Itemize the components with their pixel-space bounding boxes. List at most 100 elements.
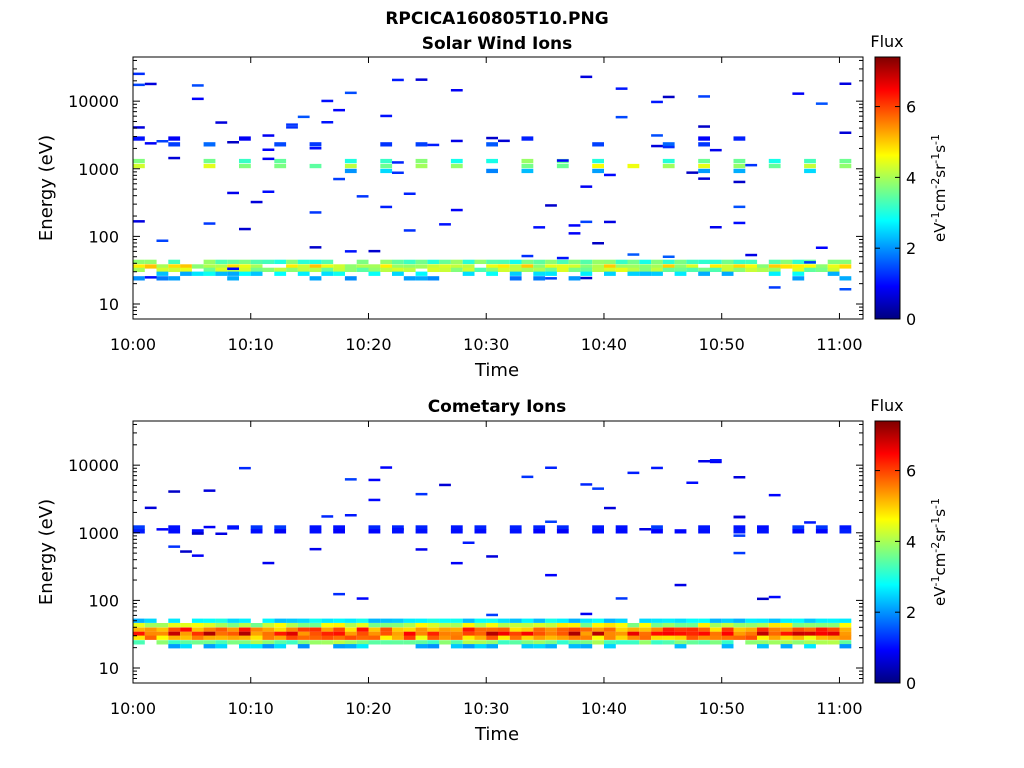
spectrogram-cell xyxy=(262,259,275,264)
spectrogram-cell xyxy=(521,254,534,258)
spectrogram-cell xyxy=(686,618,699,623)
spectrogram-cell xyxy=(180,271,192,276)
spectrogram-cell xyxy=(168,529,181,534)
spectrogram-cell xyxy=(203,627,216,632)
spectrogram-cell xyxy=(509,264,522,269)
spectrogram-cell xyxy=(344,627,357,632)
spectrogram-cell xyxy=(333,627,345,632)
spectrogram-cell xyxy=(674,631,687,636)
spectrogram-cell xyxy=(203,489,216,492)
spectrogram-cell xyxy=(356,264,369,269)
spectrogram-cell xyxy=(533,627,546,632)
spectrogram-cell xyxy=(474,644,487,649)
spectrogram-cell xyxy=(580,640,593,645)
spectrogram-cell xyxy=(133,623,145,628)
spectrogram-cell xyxy=(662,255,675,258)
spectrogram-cell xyxy=(133,276,145,281)
spectrogram-cell xyxy=(509,640,522,645)
spectrogram-cell xyxy=(804,163,816,169)
spectrogram-cell xyxy=(686,264,699,269)
spectrogram-cell xyxy=(533,640,546,645)
spectrogram-cell xyxy=(709,627,722,632)
spectrogram-cell xyxy=(168,264,181,269)
spectrogram-cell xyxy=(415,492,428,496)
spectrogram-cell xyxy=(450,627,463,632)
spectrogram-cell xyxy=(333,635,345,640)
spectrogram-cell xyxy=(698,529,710,534)
spectrogram-cell xyxy=(709,640,722,645)
spectrogram-cell xyxy=(239,635,251,640)
spectrogram-cell xyxy=(757,597,769,601)
spectrogram-cell xyxy=(450,264,463,269)
spectrogram-cell xyxy=(333,618,345,623)
spectrogram-cell xyxy=(815,529,828,534)
spectrogram-cell xyxy=(662,631,675,636)
axes: 10:00 10:10 10:20 10:30 10:40 10:50 11:00 10 100… xyxy=(68,57,863,354)
spectrogram-cell xyxy=(191,627,204,632)
spectrogram-cell xyxy=(651,631,663,636)
spectrogram-cell xyxy=(662,145,675,149)
spectrogram-cell xyxy=(768,640,781,645)
spectrogram-cell xyxy=(215,635,228,640)
spectrogram-cell xyxy=(250,627,263,632)
spectrogram-cell xyxy=(415,548,428,551)
spectrogram-cell xyxy=(297,635,310,640)
spectrogram-cell xyxy=(168,136,181,141)
spectrogram-cell xyxy=(262,134,275,137)
spectrogram-cell xyxy=(815,635,828,640)
spectrogram-cell xyxy=(415,271,428,276)
spectrogram-cell xyxy=(592,623,604,628)
spectrogram-cell xyxy=(580,264,593,269)
spectrogram-cell xyxy=(415,635,428,640)
spectrogram-cell xyxy=(780,640,793,645)
spectrogram-cell xyxy=(309,276,322,281)
spectrogram-cell xyxy=(274,635,287,640)
spectrogram-cell xyxy=(227,618,239,623)
spectrogram-cell xyxy=(827,635,840,640)
spectrogram-cell xyxy=(309,525,322,530)
spectrogram-cell xyxy=(203,163,216,169)
spectrogram-cell xyxy=(709,267,722,272)
spectrogram-cell xyxy=(545,271,557,276)
spectrogram-cell xyxy=(804,168,816,174)
colorbar-tick-label: 2 xyxy=(906,239,916,258)
spectrogram-cell xyxy=(415,276,428,281)
spectrogram-cell xyxy=(486,555,498,558)
spectrogram-cell xyxy=(403,623,416,628)
spectrogram-cell xyxy=(521,267,534,272)
spectrogram-cell xyxy=(556,163,569,169)
spectrogram-cell xyxy=(144,276,157,279)
spectrogram-cell xyxy=(286,618,298,623)
spectrogram-cell xyxy=(168,525,181,530)
spectrogram-cell xyxy=(698,627,710,632)
spectrogram-cell xyxy=(250,529,263,534)
spectrogram-cell xyxy=(521,623,534,628)
spectrogram-cell xyxy=(321,267,334,272)
spectrogram-cell xyxy=(733,136,746,141)
spectrogram-cell xyxy=(262,148,275,151)
spectrogram-cell xyxy=(686,631,699,636)
spectrogram-cell xyxy=(827,627,840,632)
y-axis-label: Energy (eV) xyxy=(36,499,57,605)
spectrogram-cell xyxy=(733,259,746,264)
spectrogram-cell xyxy=(344,168,357,174)
spectrogram-cell xyxy=(403,618,416,623)
spectrogram-cell xyxy=(733,168,746,174)
spectrogram-cell xyxy=(698,271,710,276)
spectrogram-cell xyxy=(604,267,616,272)
spectrogram-cell xyxy=(239,259,251,264)
spectrogram-cell xyxy=(568,618,581,623)
spectrogram-cell xyxy=(839,264,852,269)
spectrogram-cell xyxy=(839,640,852,645)
spectrogram-cell xyxy=(839,131,852,134)
spectrogram-cell xyxy=(439,223,451,226)
spectrogram-cell xyxy=(392,529,404,534)
spectrogram-cell xyxy=(733,158,746,164)
spectrogram-cell xyxy=(286,264,298,269)
y-tick-label: 10 xyxy=(99,659,119,678)
spectrogram-cell xyxy=(733,635,746,640)
spectrogram-cell xyxy=(627,264,640,269)
spectrogram-cell xyxy=(780,635,793,640)
spectrogram-cell xyxy=(686,627,699,632)
spectrogram-cell xyxy=(203,259,216,264)
